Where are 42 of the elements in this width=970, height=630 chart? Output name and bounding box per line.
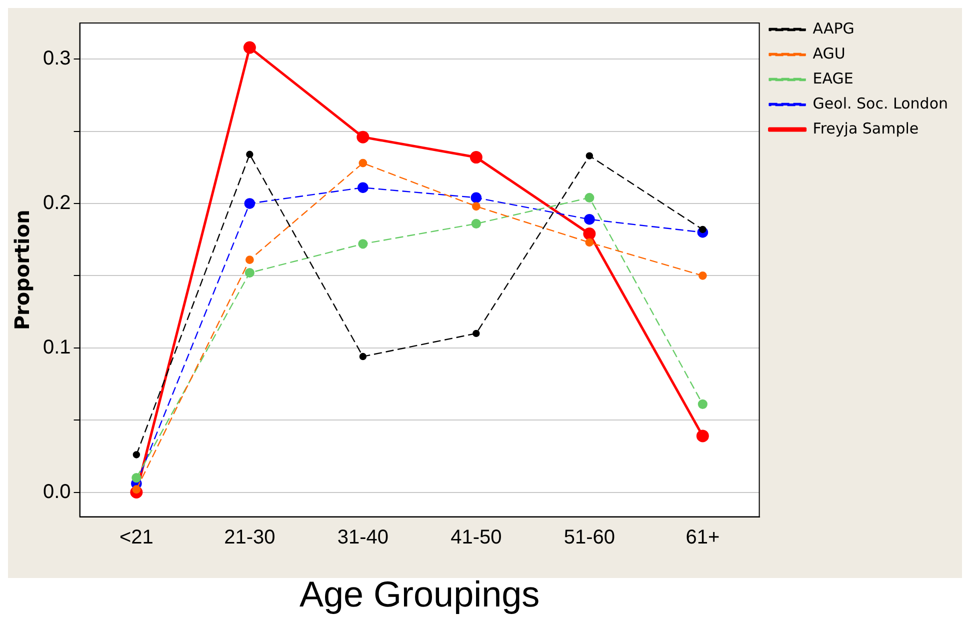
y-tick-label: 0.1	[42, 336, 71, 358]
x-tick-label: 61+	[686, 526, 720, 548]
point	[583, 228, 596, 240]
legend-label: AAPG	[812, 19, 854, 38]
x-tick-label: 21-30	[224, 526, 276, 548]
y-tick-label: 0.0	[42, 480, 71, 503]
point	[470, 151, 482, 164]
legend-label: EAGE	[812, 69, 854, 88]
point	[358, 182, 368, 193]
x-tick-label: 31-40	[337, 526, 389, 548]
point	[244, 268, 254, 278]
point	[358, 239, 368, 249]
point	[246, 150, 254, 158]
point	[696, 430, 709, 442]
point	[584, 214, 595, 225]
point	[243, 41, 256, 54]
point	[586, 152, 594, 160]
x-tick-label: 51-60	[564, 526, 616, 548]
point	[245, 256, 254, 264]
x-axis-title: Age Groupings	[299, 573, 540, 614]
point	[472, 330, 480, 338]
point	[698, 271, 707, 280]
point	[356, 130, 370, 144]
point	[244, 198, 256, 209]
x-tick-label: 41-50	[450, 526, 502, 548]
y-axis-title: Proportion	[10, 210, 34, 330]
y-tick-label: 0.2	[42, 192, 71, 214]
legend-label: AGU	[812, 44, 846, 62]
point	[472, 202, 480, 211]
y-tick-label: 0.3	[42, 48, 71, 70]
x-tick-label: <21	[119, 526, 154, 548]
point	[132, 473, 142, 483]
legend-label: Freyja Sample	[812, 119, 919, 138]
point	[132, 451, 140, 458]
point	[698, 399, 708, 409]
point	[471, 218, 481, 228]
legend-label: Geol. Soc. London	[812, 94, 948, 112]
point	[358, 158, 368, 168]
point	[470, 192, 482, 204]
point	[584, 192, 594, 203]
point	[359, 352, 367, 360]
point	[585, 238, 594, 247]
